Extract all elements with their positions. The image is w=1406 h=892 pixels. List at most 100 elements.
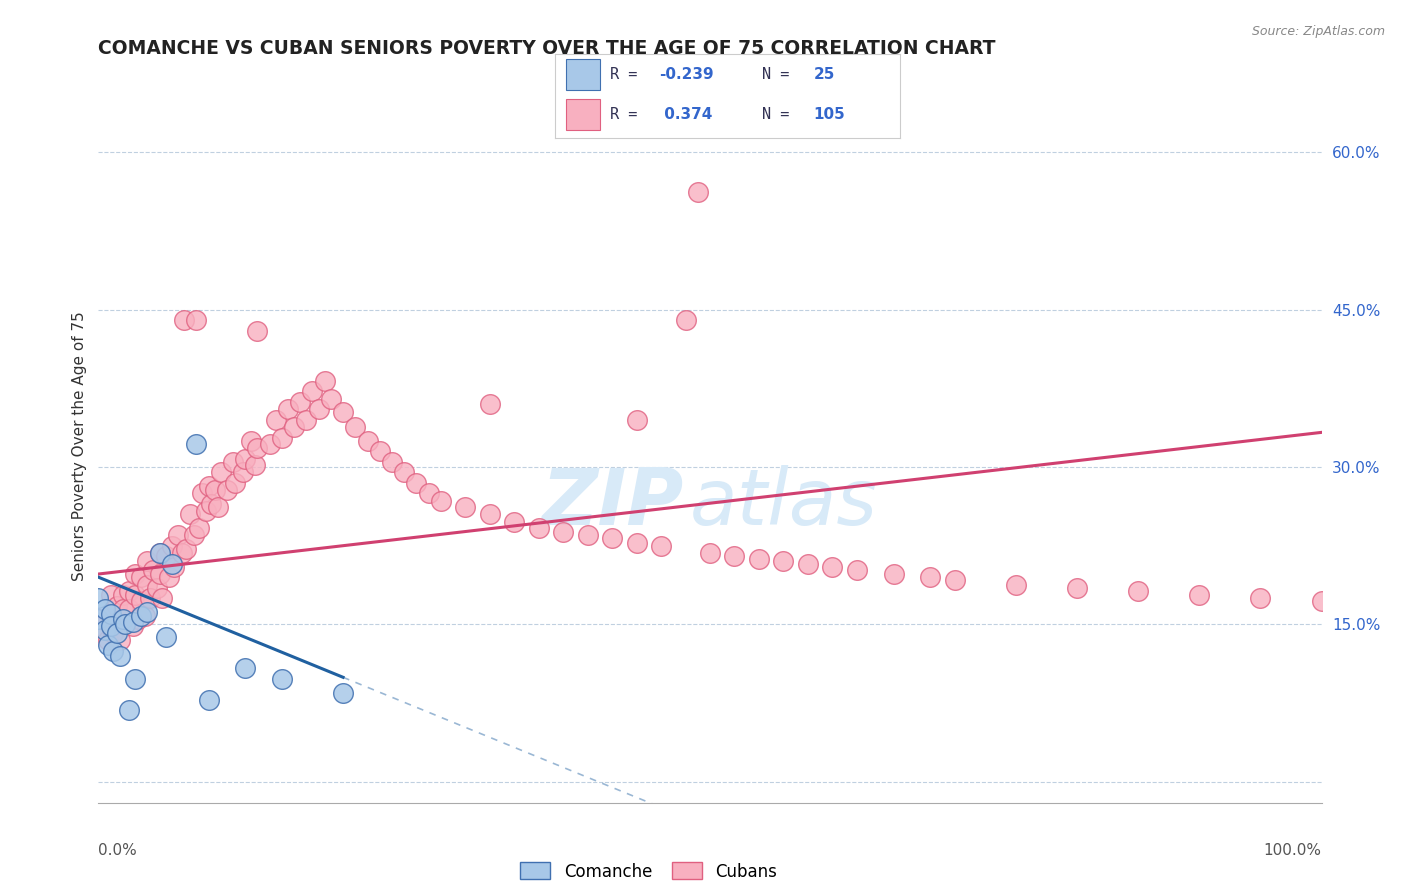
- Point: [155, 549, 177, 564]
- Point: [97, 633, 120, 648]
- Point: [100, 607, 122, 621]
- Point: [173, 313, 195, 327]
- Point: [200, 497, 222, 511]
- Point: [454, 500, 477, 514]
- Point: [277, 402, 299, 417]
- Text: ZIP: ZIP: [541, 465, 683, 541]
- Point: [478, 397, 501, 411]
- Point: [124, 588, 146, 602]
- Point: [503, 515, 526, 529]
- Point: [356, 434, 378, 448]
- Point: [129, 570, 152, 584]
- Point: [270, 672, 294, 686]
- Point: [430, 493, 453, 508]
- Point: [110, 633, 132, 648]
- Point: [845, 563, 868, 577]
- Point: [381, 455, 404, 469]
- Point: [121, 619, 143, 633]
- Point: [1188, 588, 1211, 602]
- Point: [136, 577, 159, 591]
- Point: [943, 574, 966, 588]
- Point: [418, 486, 440, 500]
- Point: [105, 625, 128, 640]
- Text: N =: N =: [762, 67, 799, 82]
- Point: [204, 483, 226, 497]
- Point: [111, 612, 134, 626]
- Point: [920, 570, 942, 584]
- Legend: Comanche, Cubans: Comanche, Cubans: [513, 855, 785, 888]
- Point: [233, 451, 256, 466]
- Point: [301, 384, 323, 399]
- Point: [186, 313, 208, 327]
- Point: [87, 612, 110, 626]
- Point: [240, 434, 263, 448]
- Point: [105, 615, 128, 630]
- Text: -0.239: -0.239: [658, 67, 713, 82]
- Text: COMANCHE VS CUBAN SENIORS POVERTY OVER THE AGE OF 75 CORRELATION CHART: COMANCHE VS CUBAN SENIORS POVERTY OVER T…: [98, 39, 995, 58]
- Point: [723, 549, 745, 564]
- Bar: [565, 60, 600, 90]
- Text: 25: 25: [814, 67, 835, 82]
- Point: [650, 539, 672, 553]
- Point: [195, 504, 218, 518]
- Point: [232, 465, 254, 479]
- Point: [105, 599, 128, 613]
- Point: [149, 546, 172, 560]
- Point: [1128, 583, 1150, 598]
- Point: [600, 532, 623, 546]
- Point: [748, 552, 770, 566]
- Point: [344, 420, 367, 434]
- Point: [527, 521, 550, 535]
- Point: [157, 570, 180, 584]
- Point: [100, 588, 122, 602]
- Text: N =: N =: [762, 107, 799, 122]
- Point: [209, 465, 232, 479]
- Point: [142, 563, 165, 577]
- Point: [332, 405, 354, 419]
- Point: [97, 639, 120, 653]
- Point: [283, 420, 305, 434]
- Point: [191, 486, 214, 500]
- Point: [124, 672, 146, 686]
- Point: [187, 521, 209, 535]
- Point: [553, 524, 575, 539]
- Point: [233, 661, 256, 675]
- Point: [170, 546, 193, 560]
- Point: [259, 437, 281, 451]
- Point: [243, 458, 266, 472]
- Point: [179, 507, 201, 521]
- Point: [176, 541, 198, 556]
- Point: [197, 693, 219, 707]
- Point: [101, 625, 124, 640]
- Point: [197, 479, 219, 493]
- Point: [264, 413, 287, 427]
- Point: [167, 528, 190, 542]
- Point: [295, 413, 318, 427]
- Point: [883, 567, 905, 582]
- Point: [136, 554, 159, 568]
- Point: [699, 546, 721, 560]
- Point: [87, 612, 110, 626]
- Point: [146, 581, 169, 595]
- Point: [308, 402, 330, 417]
- Point: [111, 601, 134, 615]
- Text: R =: R =: [610, 67, 647, 82]
- Point: [111, 588, 134, 602]
- Point: [118, 703, 141, 717]
- Point: [215, 483, 238, 497]
- Point: [134, 609, 156, 624]
- Point: [127, 612, 149, 626]
- Text: 0.374: 0.374: [658, 107, 711, 122]
- Text: 0.0%: 0.0%: [98, 843, 138, 858]
- Point: [1249, 591, 1271, 606]
- Point: [121, 615, 143, 630]
- Point: [150, 591, 173, 606]
- Point: [290, 395, 312, 409]
- Point: [405, 475, 427, 490]
- Point: [101, 643, 124, 657]
- Point: [149, 567, 172, 582]
- Point: [100, 609, 122, 624]
- Point: [246, 441, 269, 455]
- Point: [332, 685, 354, 699]
- Point: [1004, 577, 1026, 591]
